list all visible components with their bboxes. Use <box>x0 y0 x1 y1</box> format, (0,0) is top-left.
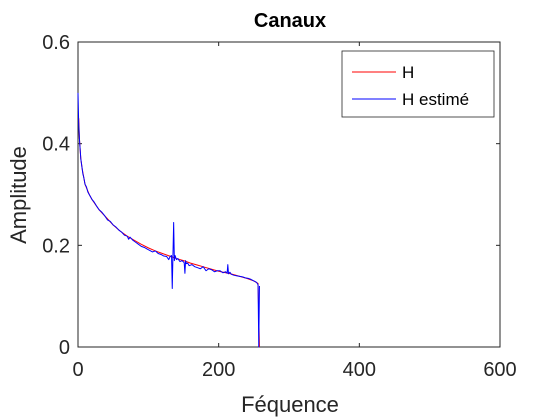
y-tick-label: 0.4 <box>42 134 70 156</box>
legend-box <box>341 50 495 118</box>
axis-ticks: 0 200 400 600 0 0.2 0.4 0.6 <box>42 32 517 381</box>
series-layer <box>77 92 260 348</box>
x-tick-label: 200 <box>202 359 235 381</box>
y-tick-label: 0.6 <box>42 32 70 54</box>
series-line-h-estime <box>77 92 260 348</box>
x-tick-label: 400 <box>343 359 376 381</box>
chart-title: Canaux <box>254 10 326 32</box>
legend: H H estimé <box>341 50 495 118</box>
y-axis-label: Amplitude <box>6 146 31 244</box>
y-tick-label: 0 <box>59 337 70 359</box>
legend-label-h: H <box>402 63 414 82</box>
y-tick-label: 0.2 <box>42 235 70 257</box>
x-tick-label: 600 <box>483 359 516 381</box>
x-axis-label: Féquence <box>241 392 339 417</box>
legend-label-h-estime: H estimé <box>402 90 469 109</box>
x-tick-label: 0 <box>72 359 83 381</box>
